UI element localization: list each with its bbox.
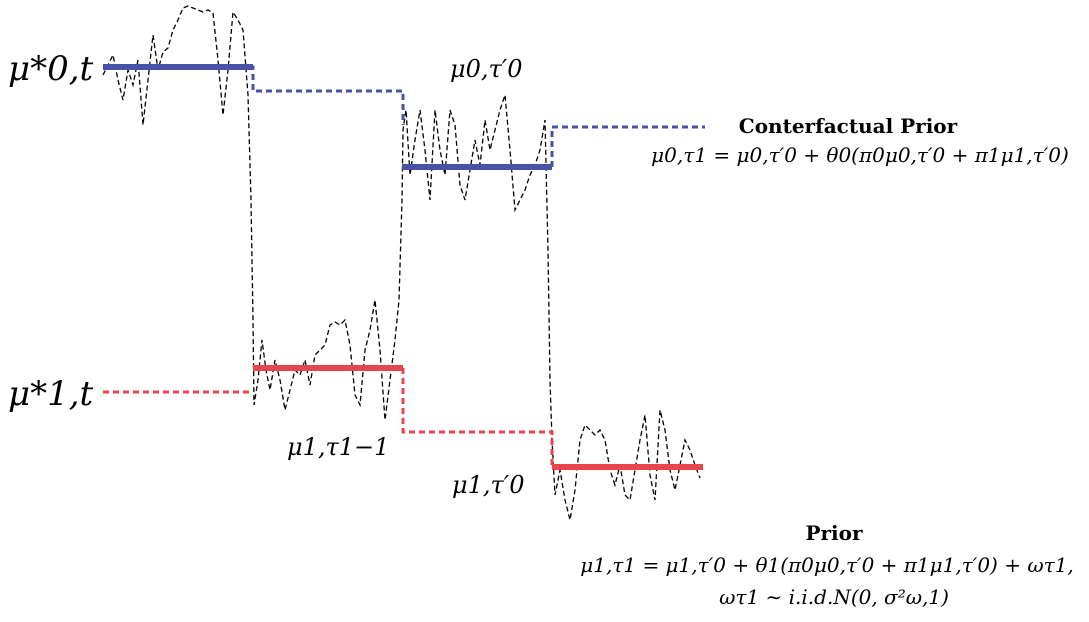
prior-title: Prior [805, 521, 863, 545]
mu0-counterfactual-dotted [550, 125, 705, 167]
prior-equation-line-2: ωτ1 ∼ i.i.d.N(0, σ²ω,1) [719, 585, 949, 609]
mu-star-0-label: μ*0,t [8, 49, 94, 89]
observation-noise-path [102, 5, 701, 521]
mu1-tau0prime-label: μ1,τ′0 [452, 471, 525, 499]
mu0-dotted-step [250, 65, 405, 125]
counterfactual-prior-equation: μ0,τ1 = μ0,τ′0 + θ0(π0μ0,τ′0 + π1μ1,τ′0) [651, 143, 1069, 167]
mu-star-1-label: μ*1,t [8, 374, 94, 414]
mu1-tau1-minus-1-label: μ1,τ1−1 [287, 433, 389, 461]
mu0-tau0prime-label: μ0,τ′0 [450, 55, 523, 83]
counterfactual-prior-title: Conterfactual Prior [739, 114, 958, 138]
mu1-dotted-step [401, 368, 554, 466]
prior-equation-line-1: μ1,τ1 = μ1,τ′0 + θ1(π0μ0,τ′0 + π1μ1,τ′0)… [580, 553, 1074, 577]
